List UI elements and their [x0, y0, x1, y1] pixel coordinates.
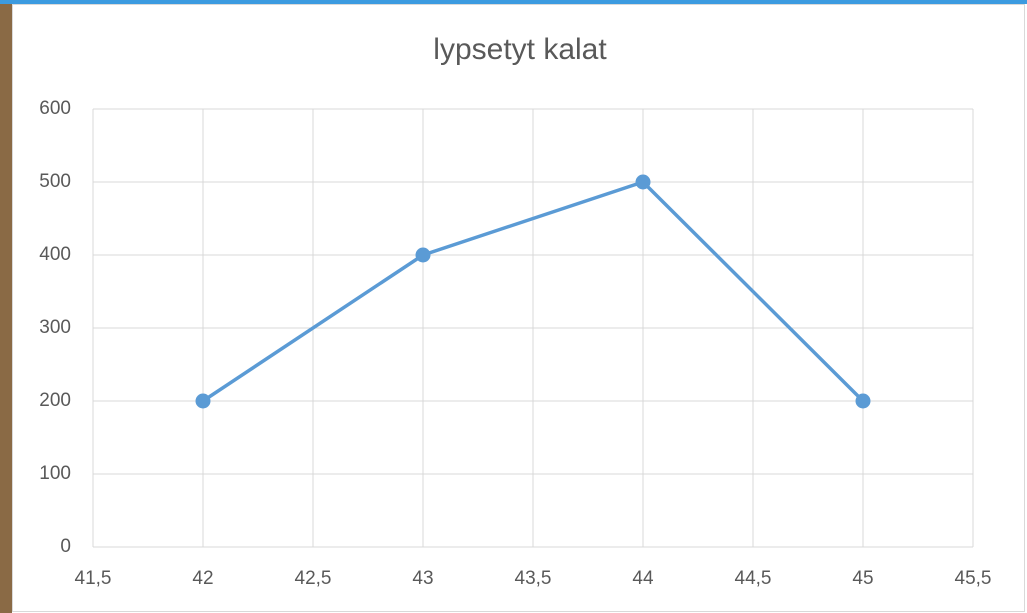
x-tick-label: 45 — [852, 568, 873, 589]
side-strip — [0, 0, 12, 613]
chart-title: lypsetyt kalat — [433, 33, 607, 66]
data-point — [416, 248, 431, 263]
data-point — [196, 394, 211, 409]
y-tick-label: 200 — [39, 390, 71, 411]
y-tick-label: 300 — [39, 317, 71, 338]
y-tick-label: 400 — [39, 244, 71, 265]
y-tick-label: 600 — [39, 98, 71, 119]
x-tick-label: 44 — [632, 568, 654, 589]
x-tick-label: 43,5 — [515, 568, 552, 589]
data-point — [636, 175, 651, 190]
y-tick-label: 500 — [39, 171, 71, 192]
page: lypsetyt kalat 0 100 200 300 400 500 600 41,5 42… — [0, 0, 1027, 613]
top-border — [0, 0, 1027, 4]
data-point — [856, 394, 871, 409]
x-tick-label: 42,5 — [295, 568, 332, 589]
chart-frame — [13, 5, 1025, 612]
y-tick-label: 100 — [39, 463, 71, 484]
x-tick-label: 43 — [412, 568, 433, 589]
x-tick-label: 45,5 — [955, 568, 992, 589]
x-tick-label: 42 — [192, 568, 213, 589]
chart: lypsetyt kalat 0 100 200 300 400 500 600 41,5 42… — [0, 0, 1027, 613]
x-tick-label: 41,5 — [75, 568, 112, 589]
y-tick-label: 0 — [60, 536, 71, 557]
x-tick-label: 44,5 — [735, 568, 772, 589]
